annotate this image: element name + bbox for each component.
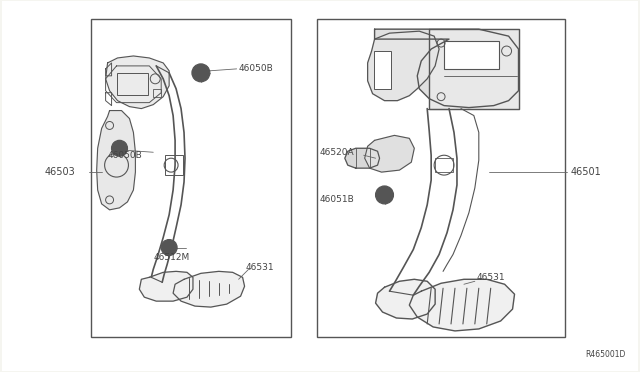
Text: 46520A: 46520A [320, 148, 355, 157]
Polygon shape [106, 56, 169, 109]
Circle shape [116, 145, 122, 151]
Polygon shape [374, 29, 518, 108]
Circle shape [166, 244, 172, 250]
Bar [435, 158, 453, 172]
Polygon shape [410, 279, 515, 331]
Circle shape [381, 191, 388, 199]
Circle shape [161, 240, 177, 256]
Bar [116, 73, 148, 95]
Text: 46051B: 46051B [320, 195, 355, 204]
Polygon shape [365, 135, 414, 172]
Text: 46050B: 46050B [108, 151, 142, 160]
Bar [91, 19, 291, 337]
Polygon shape [345, 148, 380, 168]
Circle shape [192, 64, 210, 82]
Text: 46503: 46503 [44, 167, 75, 177]
Polygon shape [376, 279, 435, 319]
Text: 46501: 46501 [570, 167, 601, 177]
Circle shape [197, 69, 205, 77]
Polygon shape [367, 31, 439, 101]
Bar [444, 41, 499, 69]
Text: 46050B: 46050B [239, 64, 273, 73]
Polygon shape [173, 271, 244, 307]
Polygon shape [97, 110, 136, 210]
Text: 46531: 46531 [246, 263, 274, 272]
Text: 46531: 46531 [477, 273, 506, 282]
Polygon shape [429, 29, 518, 109]
Circle shape [376, 186, 394, 204]
Circle shape [111, 140, 127, 156]
Polygon shape [140, 271, 193, 301]
Bar [153, 89, 161, 97]
Text: R465001D: R465001D [586, 350, 626, 359]
Text: 46512M: 46512M [153, 253, 189, 262]
Bar [374, 51, 392, 89]
Bar [165, 155, 183, 175]
Bar [317, 19, 565, 337]
